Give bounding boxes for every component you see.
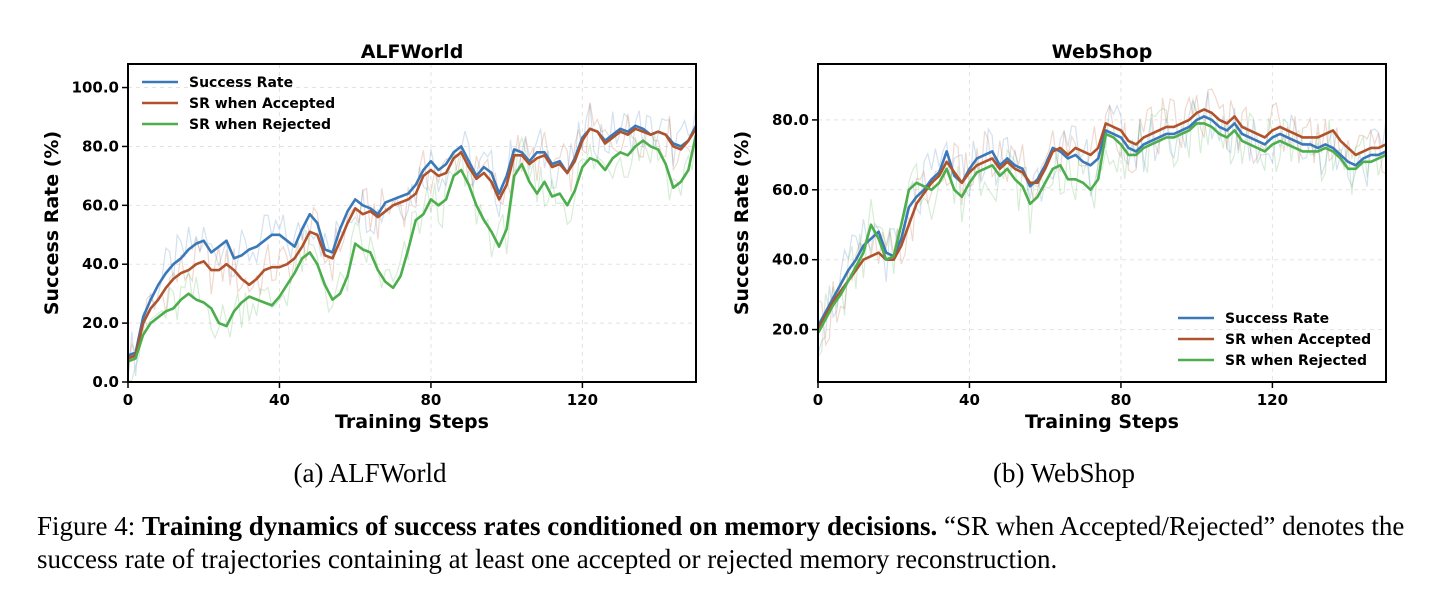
figure-caption: Figure 4: Training dynamics of success r… xyxy=(37,510,1407,576)
y-tick-label: 40.0 xyxy=(82,255,119,273)
y-tick-label: 60.0 xyxy=(82,196,119,214)
y-axis-label: Success Rate (%) xyxy=(731,131,753,315)
series-line-2 xyxy=(127,134,698,363)
plot-frame xyxy=(127,63,697,383)
y-tick-label: 60.0 xyxy=(772,181,809,199)
x-tick-label: 80 xyxy=(1110,391,1131,409)
caption-prefix: Figure 4: xyxy=(37,511,142,541)
y-tick-label: 20.0 xyxy=(82,314,119,332)
chart-alfworld: 0.0 20.0 40.0 60.0 80.0 100.0 0 40 80 120 ALFWorld… xyxy=(41,41,698,433)
legend-label-1: SR when Accepted xyxy=(1225,332,1371,348)
y-tick-label: 100.0 xyxy=(72,79,119,97)
x-tick-label: 40 xyxy=(269,391,290,409)
x-tick-label: 120 xyxy=(567,391,598,409)
chart-title: ALFWorld xyxy=(361,41,464,63)
legend-label-0: Success Rate xyxy=(1225,311,1329,327)
y-tick-label: 0.0 xyxy=(92,373,119,391)
chart-title: WebShop xyxy=(1052,41,1153,63)
y-tick-label: 40.0 xyxy=(772,251,809,269)
x-tick-label: 0 xyxy=(123,391,133,409)
y-tick-label: 20.0 xyxy=(772,321,809,339)
subcaption-webshop: (b) WebShop xyxy=(992,458,1136,488)
y-tick-label: 80.0 xyxy=(82,137,119,155)
series-line-1 xyxy=(127,127,698,360)
y-tick-label: 80.0 xyxy=(772,111,809,129)
x-tick-label: 80 xyxy=(420,391,441,409)
raw-trace-1 xyxy=(127,102,697,376)
x-axis-label: Training Steps xyxy=(335,411,489,433)
plot-area xyxy=(818,64,1386,382)
series-line-2 xyxy=(816,122,1387,334)
caption-bold: Training dynamics of success rates condi… xyxy=(142,511,938,541)
raw-trace-2 xyxy=(128,132,697,382)
legend-label-2: SR when Rejected xyxy=(189,117,331,133)
raw-trace-0 xyxy=(127,103,697,381)
raw-trace-2 xyxy=(817,100,1387,358)
y-axis-label: Success Rate (%) xyxy=(41,131,63,315)
subcaption-alfworld: (a) ALFWorld xyxy=(293,458,447,488)
legend-label-1: SR when Accepted xyxy=(189,96,335,112)
caption-rest: “SR when Accepted/Rejected” denotes the … xyxy=(37,511,1405,574)
plot-frame xyxy=(817,63,1387,383)
series-line-1 xyxy=(816,108,1387,331)
series-line-0 xyxy=(816,115,1387,327)
x-tick-label: 0 xyxy=(813,391,823,409)
legend-label-0: Success Rate xyxy=(189,75,293,91)
x-tick-label: 120 xyxy=(1257,391,1288,409)
plot-area xyxy=(128,64,696,382)
legend-label-2: SR when Rejected xyxy=(1225,353,1367,369)
chart-webshop: 20.0 40.0 60.0 80.0 0 40 80 120 WebShop Training … xyxy=(731,41,1387,433)
x-tick-label: 40 xyxy=(959,391,980,409)
x-axis-label: Training Steps xyxy=(1025,411,1179,433)
